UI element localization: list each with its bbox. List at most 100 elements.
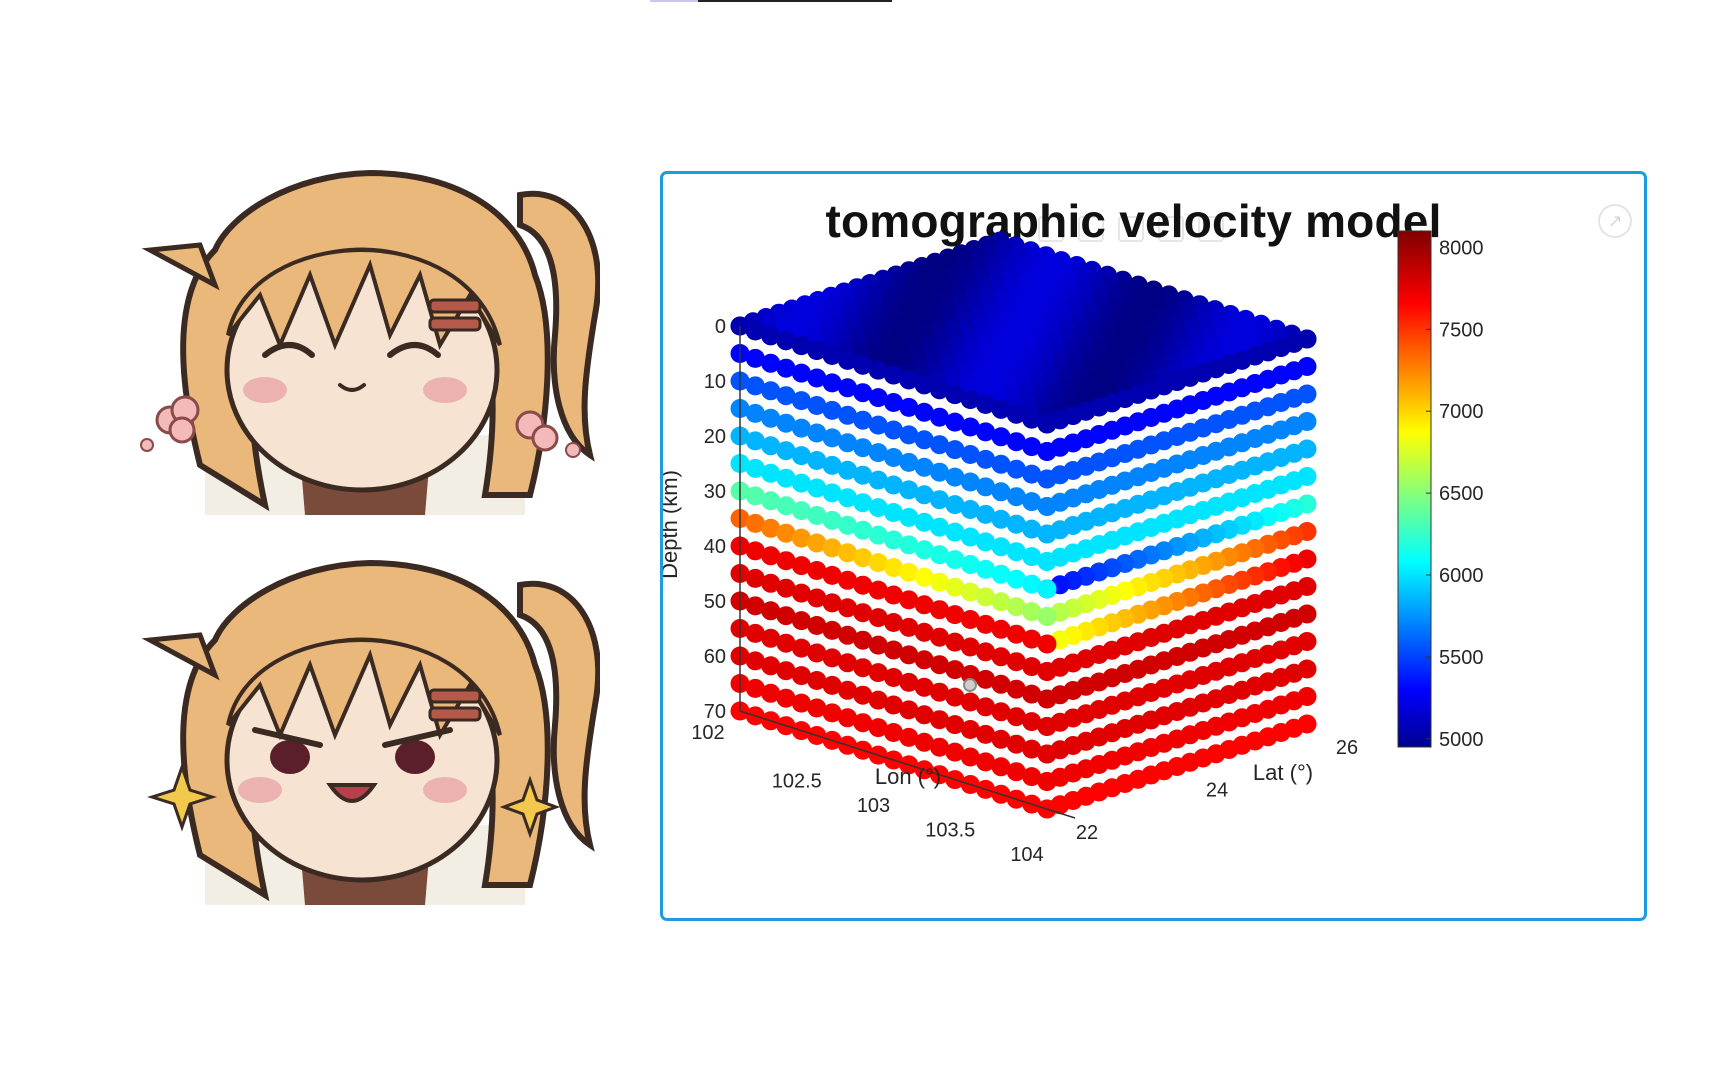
scatter-point [822, 345, 842, 365]
progress-bar [650, 0, 892, 2]
toolbar-ghost-icon [1118, 216, 1144, 242]
scatter-point [991, 564, 1011, 584]
scatter-point [745, 431, 765, 451]
scatter-point [1006, 514, 1026, 534]
scatter-point [761, 463, 781, 483]
scatter-point [853, 355, 873, 375]
scatter-point [838, 598, 857, 618]
scatter-point [991, 399, 1011, 419]
scatter-point [884, 585, 903, 605]
scatter-point [914, 540, 934, 560]
depth-tick-label: 70 [704, 701, 726, 723]
scatter-point [1022, 712, 1042, 732]
scatter-point [761, 518, 781, 538]
depth-tick-label: 40 [704, 536, 726, 558]
scatter-point [945, 632, 965, 652]
scatter-point [853, 575, 873, 595]
scatter-point [945, 467, 965, 487]
scatter-point [1006, 734, 1026, 754]
scatter-point [930, 572, 949, 592]
scatter-point [945, 440, 965, 460]
scatter-point [807, 451, 827, 470]
scatter-point [899, 562, 919, 582]
scatter-point [776, 413, 796, 433]
scatter-point [868, 388, 888, 408]
scatter-point [960, 747, 980, 767]
scatter-point [991, 619, 1011, 639]
scatter-point [1037, 552, 1057, 571]
scatter-point [914, 732, 934, 752]
scatter-point [976, 394, 996, 414]
scatter-point [914, 677, 934, 697]
scatter-point [822, 428, 842, 448]
scatter-point [868, 553, 888, 573]
toolbar-ghost-icon [1038, 216, 1064, 242]
scatter-point [899, 672, 919, 692]
scatter-point [791, 528, 811, 548]
ghost-toolbar [1038, 216, 1278, 242]
scatter-point [1006, 459, 1026, 479]
scatter-point [884, 393, 903, 412]
scatter-point [1006, 487, 1026, 507]
scatter-point [1037, 744, 1057, 764]
scatter-point [1037, 497, 1057, 516]
scatter-point [930, 655, 949, 675]
scatter-point [945, 577, 965, 597]
scatter-point [991, 647, 1011, 667]
scatter-point [868, 663, 888, 683]
scatter-point [807, 368, 827, 388]
scatter-point [914, 375, 934, 395]
lon-tick-label: 104 [1010, 844, 1043, 866]
scatter-point [853, 658, 873, 678]
scatter-point [930, 710, 949, 730]
scatter-point [1006, 404, 1026, 424]
scatter-point [1006, 432, 1026, 452]
sparkle-icon [147, 762, 561, 839]
scatter-point [1006, 597, 1026, 617]
scatter-point [991, 702, 1011, 722]
scatter-point [1022, 684, 1042, 704]
scatter-point [1022, 492, 1042, 512]
scatter-point [976, 559, 996, 579]
expand-arrow-icon[interactable]: ↗ [1598, 204, 1632, 238]
colorbar: 5000 5500 6000 6500 7000 7500 8000 [1397, 230, 1484, 751]
scatter-point [1022, 657, 1042, 677]
scatter-point [960, 720, 980, 739]
scatter-point [761, 573, 781, 593]
scatter-point [868, 608, 888, 628]
scatter-point [853, 520, 873, 540]
scatter-point [899, 425, 919, 445]
scatter-point [776, 386, 796, 406]
scatter-point [807, 423, 827, 443]
colorbar-tick-label: 5000 [1439, 729, 1484, 751]
grinning-anime-girl-sticker [141, 559, 600, 905]
scatter-point [776, 633, 796, 653]
datatip-marker[interactable] [963, 678, 977, 692]
scatter-point [976, 477, 996, 497]
scatter-point [868, 498, 888, 518]
lon-axis-label: Lon (°) [875, 764, 941, 789]
scatter-point [822, 373, 842, 393]
scatter-point [868, 415, 888, 435]
scatter-point [1037, 524, 1057, 544]
scatter-point [745, 596, 765, 616]
scatter-point [1022, 574, 1042, 594]
scatter-point [930, 490, 949, 510]
scatter-point [776, 358, 796, 378]
scatter-point [1037, 717, 1057, 736]
depth-tick-label: 60 [704, 646, 726, 668]
scatter-point [761, 601, 781, 621]
scatter-point [791, 363, 811, 383]
scatter-point [745, 513, 765, 533]
scatter-point [1006, 542, 1026, 562]
scatter-point [807, 561, 827, 580]
scatter-point [807, 616, 827, 635]
scatter-point [761, 353, 781, 373]
scatter-point [930, 517, 949, 537]
scatter-point [945, 522, 965, 542]
scatter-point [822, 703, 842, 723]
scatter-point [776, 468, 796, 488]
scatter-point [761, 408, 781, 428]
scatter-point [745, 623, 765, 643]
scatter-point [761, 683, 781, 703]
